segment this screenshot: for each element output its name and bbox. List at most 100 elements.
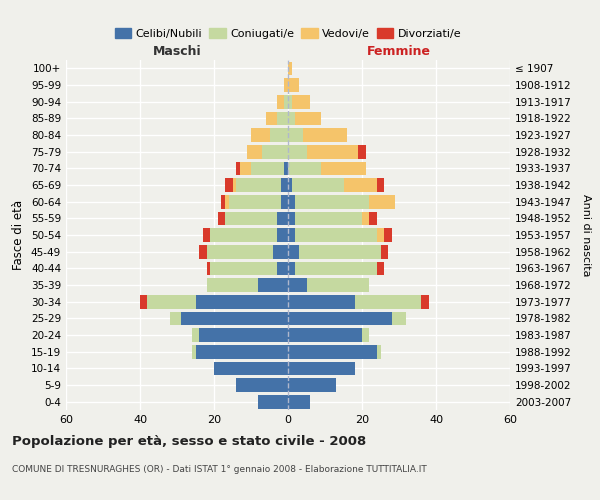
- Bar: [288, 228, 295, 242]
- Bar: [377, 178, 384, 192]
- Bar: [307, 278, 370, 292]
- Bar: [343, 178, 377, 192]
- Bar: [288, 62, 292, 75]
- Bar: [236, 162, 240, 175]
- Bar: [377, 345, 380, 358]
- Bar: [199, 245, 206, 258]
- Bar: [295, 262, 377, 275]
- Bar: [358, 145, 366, 158]
- Bar: [192, 328, 199, 342]
- Bar: [214, 362, 288, 375]
- Bar: [277, 228, 288, 242]
- Bar: [384, 228, 392, 242]
- Bar: [196, 345, 288, 358]
- Bar: [259, 395, 288, 408]
- Bar: [288, 245, 299, 258]
- Bar: [206, 278, 259, 292]
- Bar: [170, 312, 181, 325]
- Bar: [288, 128, 303, 142]
- Bar: [307, 145, 358, 158]
- Bar: [288, 345, 377, 358]
- Bar: [288, 312, 392, 325]
- Bar: [288, 178, 292, 192]
- Bar: [277, 95, 284, 108]
- Bar: [299, 245, 380, 258]
- Bar: [370, 212, 377, 225]
- Text: COMUNE DI TRESNURAGHES (OR) - Dati ISTAT 1° gennaio 2008 - Elaborazione TUTTITAL: COMUNE DI TRESNURAGHES (OR) - Dati ISTAT…: [12, 465, 427, 474]
- Bar: [377, 228, 384, 242]
- Bar: [380, 245, 388, 258]
- Bar: [288, 262, 295, 275]
- Bar: [284, 95, 288, 108]
- Text: Femmine: Femmine: [367, 46, 431, 59]
- Bar: [236, 378, 288, 392]
- Bar: [262, 145, 288, 158]
- Bar: [210, 228, 277, 242]
- Bar: [233, 178, 236, 192]
- Bar: [277, 212, 288, 225]
- Bar: [192, 345, 196, 358]
- Bar: [148, 295, 196, 308]
- Bar: [288, 328, 362, 342]
- Text: Maschi: Maschi: [152, 46, 202, 59]
- Bar: [281, 178, 288, 192]
- Bar: [303, 128, 347, 142]
- Bar: [288, 112, 295, 125]
- Bar: [377, 262, 384, 275]
- Bar: [218, 212, 225, 225]
- Bar: [266, 112, 277, 125]
- Bar: [221, 195, 225, 208]
- Bar: [288, 145, 307, 158]
- Bar: [284, 78, 288, 92]
- Bar: [288, 162, 322, 175]
- Bar: [273, 245, 288, 258]
- Bar: [370, 195, 395, 208]
- Bar: [240, 162, 251, 175]
- Bar: [355, 295, 421, 308]
- Bar: [362, 328, 370, 342]
- Y-axis label: Anni di nascita: Anni di nascita: [581, 194, 591, 276]
- Bar: [284, 162, 288, 175]
- Bar: [288, 378, 336, 392]
- Bar: [288, 212, 295, 225]
- Legend: Celibi/Nubili, Coniugati/e, Vedovi/e, Divorziati/e: Celibi/Nubili, Coniugati/e, Vedovi/e, Di…: [110, 24, 466, 43]
- Bar: [269, 128, 288, 142]
- Bar: [288, 78, 299, 92]
- Bar: [140, 295, 148, 308]
- Bar: [281, 195, 288, 208]
- Bar: [203, 228, 210, 242]
- Bar: [295, 212, 362, 225]
- Bar: [322, 162, 366, 175]
- Bar: [277, 112, 288, 125]
- Bar: [181, 312, 288, 325]
- Bar: [421, 295, 428, 308]
- Bar: [225, 178, 233, 192]
- Bar: [210, 262, 277, 275]
- Bar: [292, 95, 310, 108]
- Bar: [288, 395, 310, 408]
- Bar: [277, 262, 288, 275]
- Bar: [206, 245, 273, 258]
- Bar: [362, 212, 370, 225]
- Bar: [292, 178, 343, 192]
- Bar: [247, 145, 262, 158]
- Bar: [196, 295, 288, 308]
- Text: Popolazione per età, sesso e stato civile - 2008: Popolazione per età, sesso e stato civil…: [12, 435, 366, 448]
- Y-axis label: Fasce di età: Fasce di età: [13, 200, 25, 270]
- Bar: [288, 95, 292, 108]
- Bar: [295, 228, 377, 242]
- Bar: [288, 195, 295, 208]
- Bar: [225, 195, 229, 208]
- Bar: [225, 212, 277, 225]
- Bar: [229, 195, 281, 208]
- Bar: [206, 262, 210, 275]
- Bar: [236, 178, 281, 192]
- Bar: [288, 278, 307, 292]
- Bar: [251, 128, 269, 142]
- Bar: [259, 278, 288, 292]
- Bar: [199, 328, 288, 342]
- Bar: [251, 162, 284, 175]
- Bar: [288, 295, 355, 308]
- Bar: [295, 195, 370, 208]
- Bar: [288, 362, 355, 375]
